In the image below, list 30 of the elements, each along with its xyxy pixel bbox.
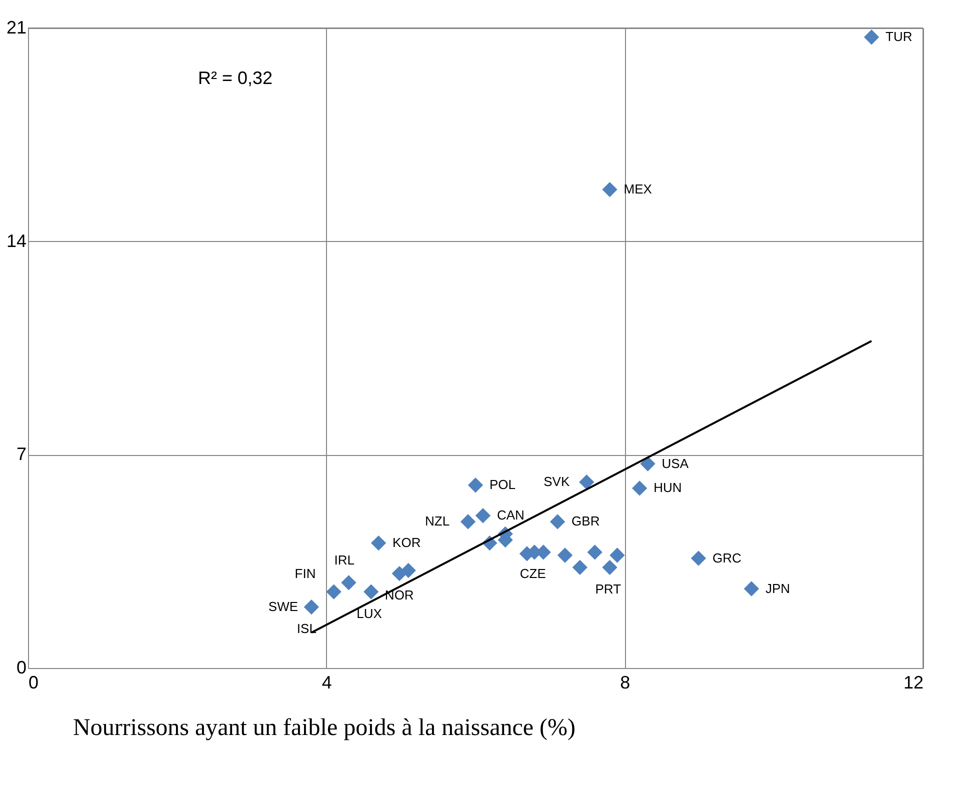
annotation: LUX xyxy=(356,606,382,621)
annotation: KOR xyxy=(392,535,421,550)
x-tick-label: 0 xyxy=(28,672,39,692)
annotation: IRL xyxy=(334,552,354,568)
annotation: GBR xyxy=(572,514,600,529)
annotation: HUN xyxy=(654,480,682,496)
annotation: MEX xyxy=(624,182,652,197)
annotation: ISL xyxy=(296,621,316,636)
annotation: NZL xyxy=(425,514,450,529)
annotation: R² = 0,32 xyxy=(198,68,273,88)
annotation: SWE xyxy=(268,599,298,614)
annotation: USA xyxy=(662,456,689,471)
annotation: PRT xyxy=(595,581,622,596)
annotation: TUR xyxy=(886,29,912,44)
x-axis-title: Nourrissons ayant un faible poids à la naissance (%) xyxy=(73,715,576,741)
annotation: POL xyxy=(490,477,516,492)
x-tick-label: 8 xyxy=(620,672,630,692)
annotation: CZE xyxy=(520,566,546,582)
annotation: JPN xyxy=(765,580,790,596)
annotation: CAN xyxy=(496,508,524,523)
y-tick-label: 7 xyxy=(16,444,26,464)
annotation: SVK xyxy=(544,474,570,490)
y-tick-label: 21 xyxy=(6,18,26,38)
y-tick-label: 14 xyxy=(6,230,26,251)
annotation: NOR xyxy=(384,588,414,603)
x-tick-label: 12 xyxy=(903,672,924,692)
y-tick-label: 0 xyxy=(16,658,26,678)
annotation: GRC xyxy=(712,550,742,566)
annotation: FIN xyxy=(294,566,316,581)
x-tick-label: 4 xyxy=(322,672,332,692)
